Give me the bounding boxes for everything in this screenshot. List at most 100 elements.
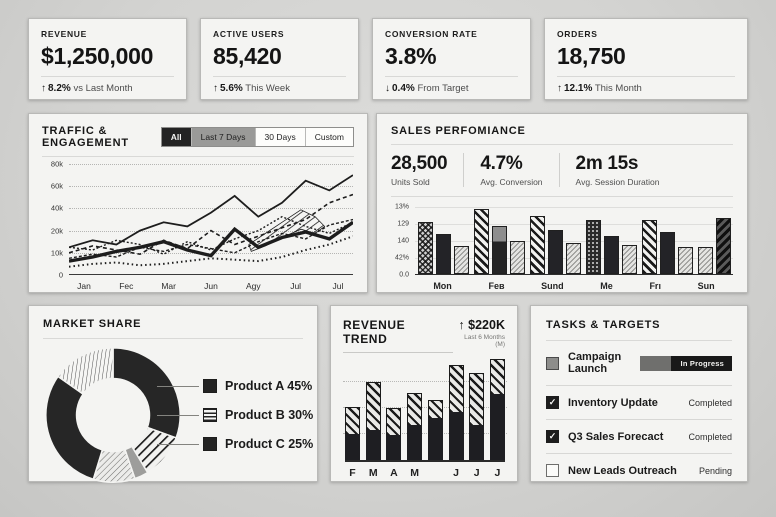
kpi-delta-value: 0.4% bbox=[392, 83, 415, 94]
revenue-trend-highlight: ↑ $220K Last 6 Months (M) bbox=[453, 318, 505, 348]
series-dashed-mid bbox=[69, 217, 353, 255]
sales-header: SALES PERFOMIANCE bbox=[377, 114, 747, 144]
x-tick-label: Me bbox=[600, 281, 613, 291]
divider bbox=[391, 144, 733, 145]
checkbox-new-leads-outreach[interactable] bbox=[546, 464, 559, 477]
up-arrow-icon: ↑ bbox=[557, 83, 562, 94]
x-tick-label: Sund bbox=[541, 281, 564, 291]
gridline bbox=[415, 207, 733, 208]
bar-group-feв bbox=[473, 207, 525, 274]
checkbox-inventory-update[interactable] bbox=[546, 396, 559, 409]
bar-hatch-segment bbox=[407, 393, 423, 425]
gridline bbox=[69, 208, 353, 210]
legend-swatch-stripes bbox=[203, 408, 217, 422]
stat-avg-conversion: 4.7% Avg. Conversion bbox=[463, 153, 558, 187]
y-tick-label: 42% bbox=[394, 254, 409, 262]
tab-custom[interactable]: Custom bbox=[304, 128, 353, 146]
x-tick-label: M bbox=[410, 467, 419, 479]
series-solid-thick bbox=[69, 222, 353, 261]
task-row-inventory-update: Inventory Update Completed bbox=[546, 385, 732, 419]
kpi-delta-value: 8.2% bbox=[48, 83, 71, 94]
highlight-subtitle: Last 6 Months (M) bbox=[464, 334, 505, 348]
kpi-delta: ↑ 12.1% This Month bbox=[557, 83, 735, 94]
donut-slice-spokes bbox=[56, 347, 114, 396]
revenue-trend-header: REVENUE TREND ↑ $220K Last 6 Months (M) bbox=[331, 306, 517, 357]
bar-solid bbox=[435, 233, 451, 274]
revenue-trend-panel: REVENUE TREND ↑ $220K Last 6 Months (M) … bbox=[330, 305, 518, 482]
sales-bar-chart: 13% 129 140 42% 0.0 Mon Feв Sund Me Frı Sun bbox=[387, 204, 735, 291]
x-tick-label: J bbox=[473, 467, 480, 479]
x-tick-label: Agy bbox=[245, 281, 261, 291]
x-tick-label: Frı bbox=[649, 281, 661, 291]
kpi-label: ORDERS bbox=[557, 29, 598, 39]
bar-darkhatch bbox=[715, 218, 731, 274]
stat-label: Avg. Conversion bbox=[480, 177, 543, 187]
bar-dark-segment bbox=[365, 429, 381, 460]
x-axis-line bbox=[69, 274, 353, 275]
tab-last-7-days[interactable]: Last 7 Days bbox=[190, 128, 255, 146]
y-tick-label: 10k bbox=[50, 248, 63, 258]
x-tick-label: J bbox=[494, 467, 501, 479]
tasks-targets-panel: TASKS & TARGETS Campaign Launch In Progr… bbox=[530, 305, 748, 482]
bar-group-sun bbox=[697, 207, 731, 274]
sales-performance-panel: SALES PERFOMIANCE 28,500 Units Sold 4.7%… bbox=[376, 113, 748, 293]
checkbox-campaign-launch[interactable] bbox=[546, 356, 559, 370]
donut-slice-solid bbox=[112, 347, 181, 439]
up-arrow-icon: ↑ bbox=[41, 83, 46, 94]
bar-dark-segment bbox=[489, 394, 505, 460]
task-label: New Leads Outreach bbox=[568, 464, 677, 477]
status-text: Completed bbox=[688, 431, 732, 442]
bar-dark-segment bbox=[427, 417, 443, 460]
bar-dots bbox=[585, 220, 601, 274]
checkbox-q3-sales-forecast[interactable] bbox=[546, 430, 559, 443]
up-arrow-icon: ↑ bbox=[458, 318, 465, 332]
kpi-value: 85,420 bbox=[213, 43, 282, 69]
status-text: Pending bbox=[698, 465, 732, 476]
kpi-card-revenue: REVENUE $1,250,000 ↑ 8.2% vs Last Month bbox=[28, 18, 187, 100]
bar-check bbox=[417, 221, 433, 274]
tasks-header: TASKS & TARGETS bbox=[531, 306, 747, 340]
bar-group-frı bbox=[641, 207, 693, 274]
gridline bbox=[415, 241, 733, 242]
x-tick-label: F bbox=[349, 467, 356, 479]
bar-lighthatch bbox=[509, 240, 525, 274]
bar-hatch-segment bbox=[365, 382, 381, 430]
bar-hatch-segment bbox=[469, 373, 485, 425]
kpi-delta: ↑ 5.6% This Week bbox=[213, 83, 346, 94]
legend-swatch-solid bbox=[203, 379, 217, 393]
bar-lighthatch bbox=[697, 247, 713, 274]
kpi-value: 18,750 bbox=[557, 43, 626, 69]
task-row-q3-sales-forecast: Q3 Sales Forecact Completed bbox=[546, 419, 732, 453]
stacked-bar bbox=[427, 359, 443, 460]
kpi-delta-note: This Month bbox=[594, 83, 642, 94]
stacked-bar bbox=[386, 359, 402, 460]
kpi-value: $1,250,000 bbox=[41, 43, 154, 69]
market-legend: Product A 45% Product B 30% Product C 25… bbox=[156, 379, 313, 451]
panel-title: TRAFFIC & ENGAGEMENT bbox=[42, 125, 129, 149]
bar-dark-segment bbox=[469, 424, 485, 460]
bar-dark-segment bbox=[407, 424, 423, 460]
series-solid-thin bbox=[69, 175, 353, 247]
divider bbox=[42, 156, 354, 157]
x-tick-label: Sun bbox=[697, 281, 715, 291]
x-tick-label: Jun bbox=[204, 281, 218, 291]
x-tick-label: Jan bbox=[77, 281, 91, 291]
kpi-value: 3.8% bbox=[385, 43, 437, 69]
bar-group-sund bbox=[529, 207, 581, 274]
y-tick-label: 0 bbox=[58, 270, 63, 280]
x-tick-label: J bbox=[453, 467, 459, 479]
bar-grayfade bbox=[491, 225, 507, 274]
tab-all[interactable]: All bbox=[161, 128, 191, 146]
tasks-list: Campaign Launch In Progress Inventory Up… bbox=[531, 341, 747, 487]
kpi-delta-note: This Week bbox=[245, 83, 290, 94]
bar-hatch-segment bbox=[448, 365, 464, 412]
bar-lighthatch bbox=[453, 245, 469, 274]
tab-30-days[interactable]: 30 Days bbox=[254, 128, 305, 146]
gridline bbox=[343, 381, 507, 382]
status-text: In Progress bbox=[680, 358, 724, 368]
stat-avg-session-duration: 2m 15s Avg. Session Duration bbox=[558, 153, 676, 187]
market-header: MARKET SHARE bbox=[29, 306, 317, 338]
progress-fill bbox=[640, 355, 672, 371]
